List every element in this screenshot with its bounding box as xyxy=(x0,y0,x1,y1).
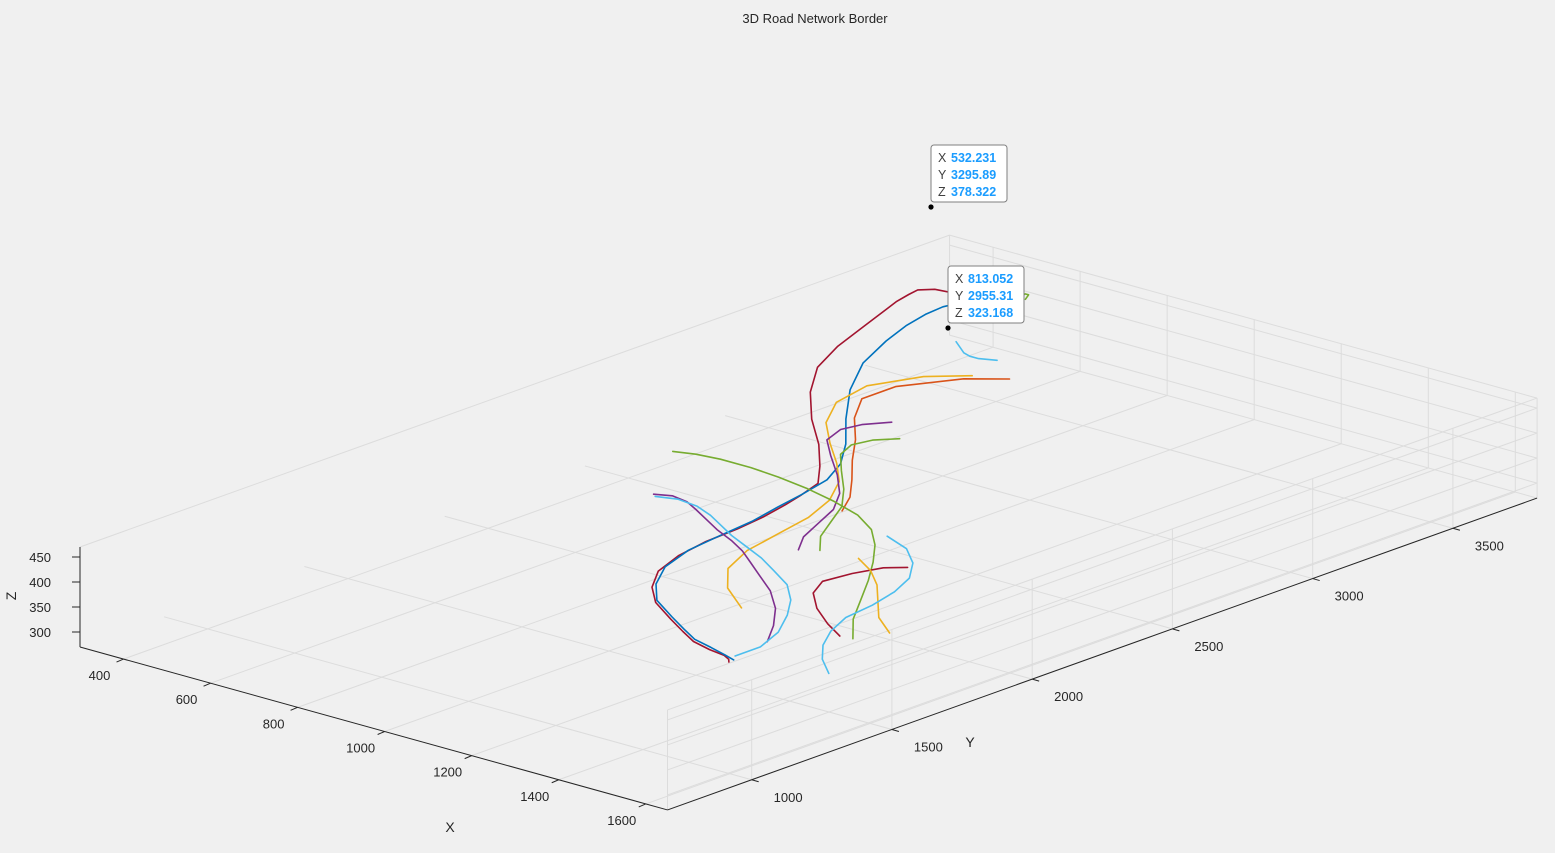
gridline-x xyxy=(210,370,1081,684)
gridline-x xyxy=(297,395,1168,708)
y-tick xyxy=(751,779,759,783)
y-axis-line xyxy=(667,497,1538,811)
wall-edge xyxy=(949,234,1538,399)
datatip-value: 2955.31 xyxy=(968,289,1013,303)
road-border-series-14 xyxy=(821,535,914,675)
gridline-y xyxy=(444,515,1033,680)
gridline-y xyxy=(725,415,1313,580)
x-tick xyxy=(203,682,211,687)
grid-layer xyxy=(79,234,1538,811)
gridline-z xyxy=(949,269,1538,434)
gridline-z xyxy=(949,294,1538,459)
gridline-x xyxy=(384,419,1255,732)
x-tick-label: 1000 xyxy=(346,740,375,755)
floor-edge xyxy=(949,334,1538,499)
road-border-series-11 xyxy=(671,450,876,640)
gridline-z xyxy=(667,482,1538,796)
road-border-series-6 xyxy=(841,377,1011,512)
datatip-value: 813.052 xyxy=(968,272,1013,286)
gridline-z xyxy=(667,457,1538,771)
x-tick-label: 400 xyxy=(89,668,111,683)
z-tick-label: 400 xyxy=(29,575,51,590)
y-tick xyxy=(891,728,900,732)
datatip-value: 378.322 xyxy=(951,185,996,199)
datatip-value: 532.231 xyxy=(951,151,996,165)
series-layer xyxy=(651,288,1030,675)
datatip-value: 3295.89 xyxy=(951,168,996,182)
datatip-box xyxy=(947,265,1025,324)
datatip-key: Y xyxy=(938,168,947,182)
gridline-y xyxy=(584,465,1173,630)
wall-edge xyxy=(79,234,950,548)
y-tick xyxy=(1172,628,1180,632)
axes-layer: 400 600 800 1000 1200 1400 1600 1000 1500 2000 250… xyxy=(29,497,1538,828)
gridline-z xyxy=(667,432,1538,746)
y-tick xyxy=(1032,678,1040,682)
x-tick xyxy=(638,803,646,808)
gridline-y xyxy=(164,616,752,781)
x-axis-label: X xyxy=(445,819,455,835)
road-border-series-10 xyxy=(654,495,792,657)
datatip-value: 323.168 xyxy=(968,306,1013,320)
gridline-x xyxy=(471,443,1342,757)
gridline-x xyxy=(558,467,1429,781)
road-border-series-13 xyxy=(857,557,891,634)
y-tick-label: 2500 xyxy=(1194,639,1223,654)
datatip-marker xyxy=(945,325,951,331)
gridline-y xyxy=(865,364,1454,529)
datatip-key: Z xyxy=(938,185,946,199)
gridline-x xyxy=(123,346,994,660)
road-border-series-4 xyxy=(955,340,998,362)
z-tick-label: 450 xyxy=(29,550,51,565)
y-tick xyxy=(1312,578,1320,582)
datatip-box xyxy=(930,144,1008,203)
road-border-series-2 xyxy=(655,301,1011,661)
datatip[interactable]: X 532.231 Y 3295.89 Z 378.322 xyxy=(928,144,1008,210)
z-tick-label: 300 xyxy=(29,625,51,640)
gridline-y xyxy=(304,566,893,730)
x-tick-label: 600 xyxy=(176,692,198,707)
wall-edge xyxy=(667,397,1538,711)
datatip-marker xyxy=(928,204,934,210)
datatips-layer: X 532.231 Y 3295.89 Z 378.322 X 813.052 Y 2955.31… xyxy=(928,144,1025,331)
x-tick-label: 800 xyxy=(263,716,285,731)
y-axis-label: Y xyxy=(965,734,975,750)
x-tick xyxy=(377,731,385,735)
y-tick-label: 1000 xyxy=(774,790,803,805)
z-axis-label: Z xyxy=(3,591,19,600)
datatip-key: X xyxy=(938,151,947,165)
x-tick xyxy=(116,658,124,663)
x-tick-label: 1200 xyxy=(433,765,462,780)
datatip-key: Z xyxy=(955,306,963,320)
y-tick-label: 2000 xyxy=(1054,689,1083,704)
x-tick xyxy=(290,706,298,711)
x-tick-label: 1600 xyxy=(607,813,636,828)
datatip-key: Y xyxy=(955,289,964,303)
road-border-series-12 xyxy=(812,566,909,637)
gridline-z xyxy=(667,407,1538,721)
x-tick xyxy=(464,755,472,760)
y-tick-label: 1500 xyxy=(914,739,943,754)
chart-title: 3D Road Network Border xyxy=(742,11,888,26)
gridline-z xyxy=(949,244,1538,409)
y-tick-label: 3000 xyxy=(1335,589,1364,604)
gridline-z xyxy=(949,319,1538,484)
datatip[interactable]: X 813.052 Y 2955.31 Z 323.168 xyxy=(945,265,1025,331)
x-axis-line xyxy=(79,646,668,811)
datatip-key: X xyxy=(955,272,964,286)
x-tick-label: 1400 xyxy=(520,789,549,804)
x-tick xyxy=(551,779,559,784)
z-tick-label: 350 xyxy=(29,600,51,615)
road-border-series-8 xyxy=(819,437,901,552)
road-border-series-1 xyxy=(651,288,1019,663)
gridline-x xyxy=(645,491,1516,805)
road-border-series-5 xyxy=(726,374,974,609)
road-border-series-7 xyxy=(797,421,893,551)
y-tick xyxy=(1452,527,1461,531)
y-tick-label: 3500 xyxy=(1475,538,1504,553)
